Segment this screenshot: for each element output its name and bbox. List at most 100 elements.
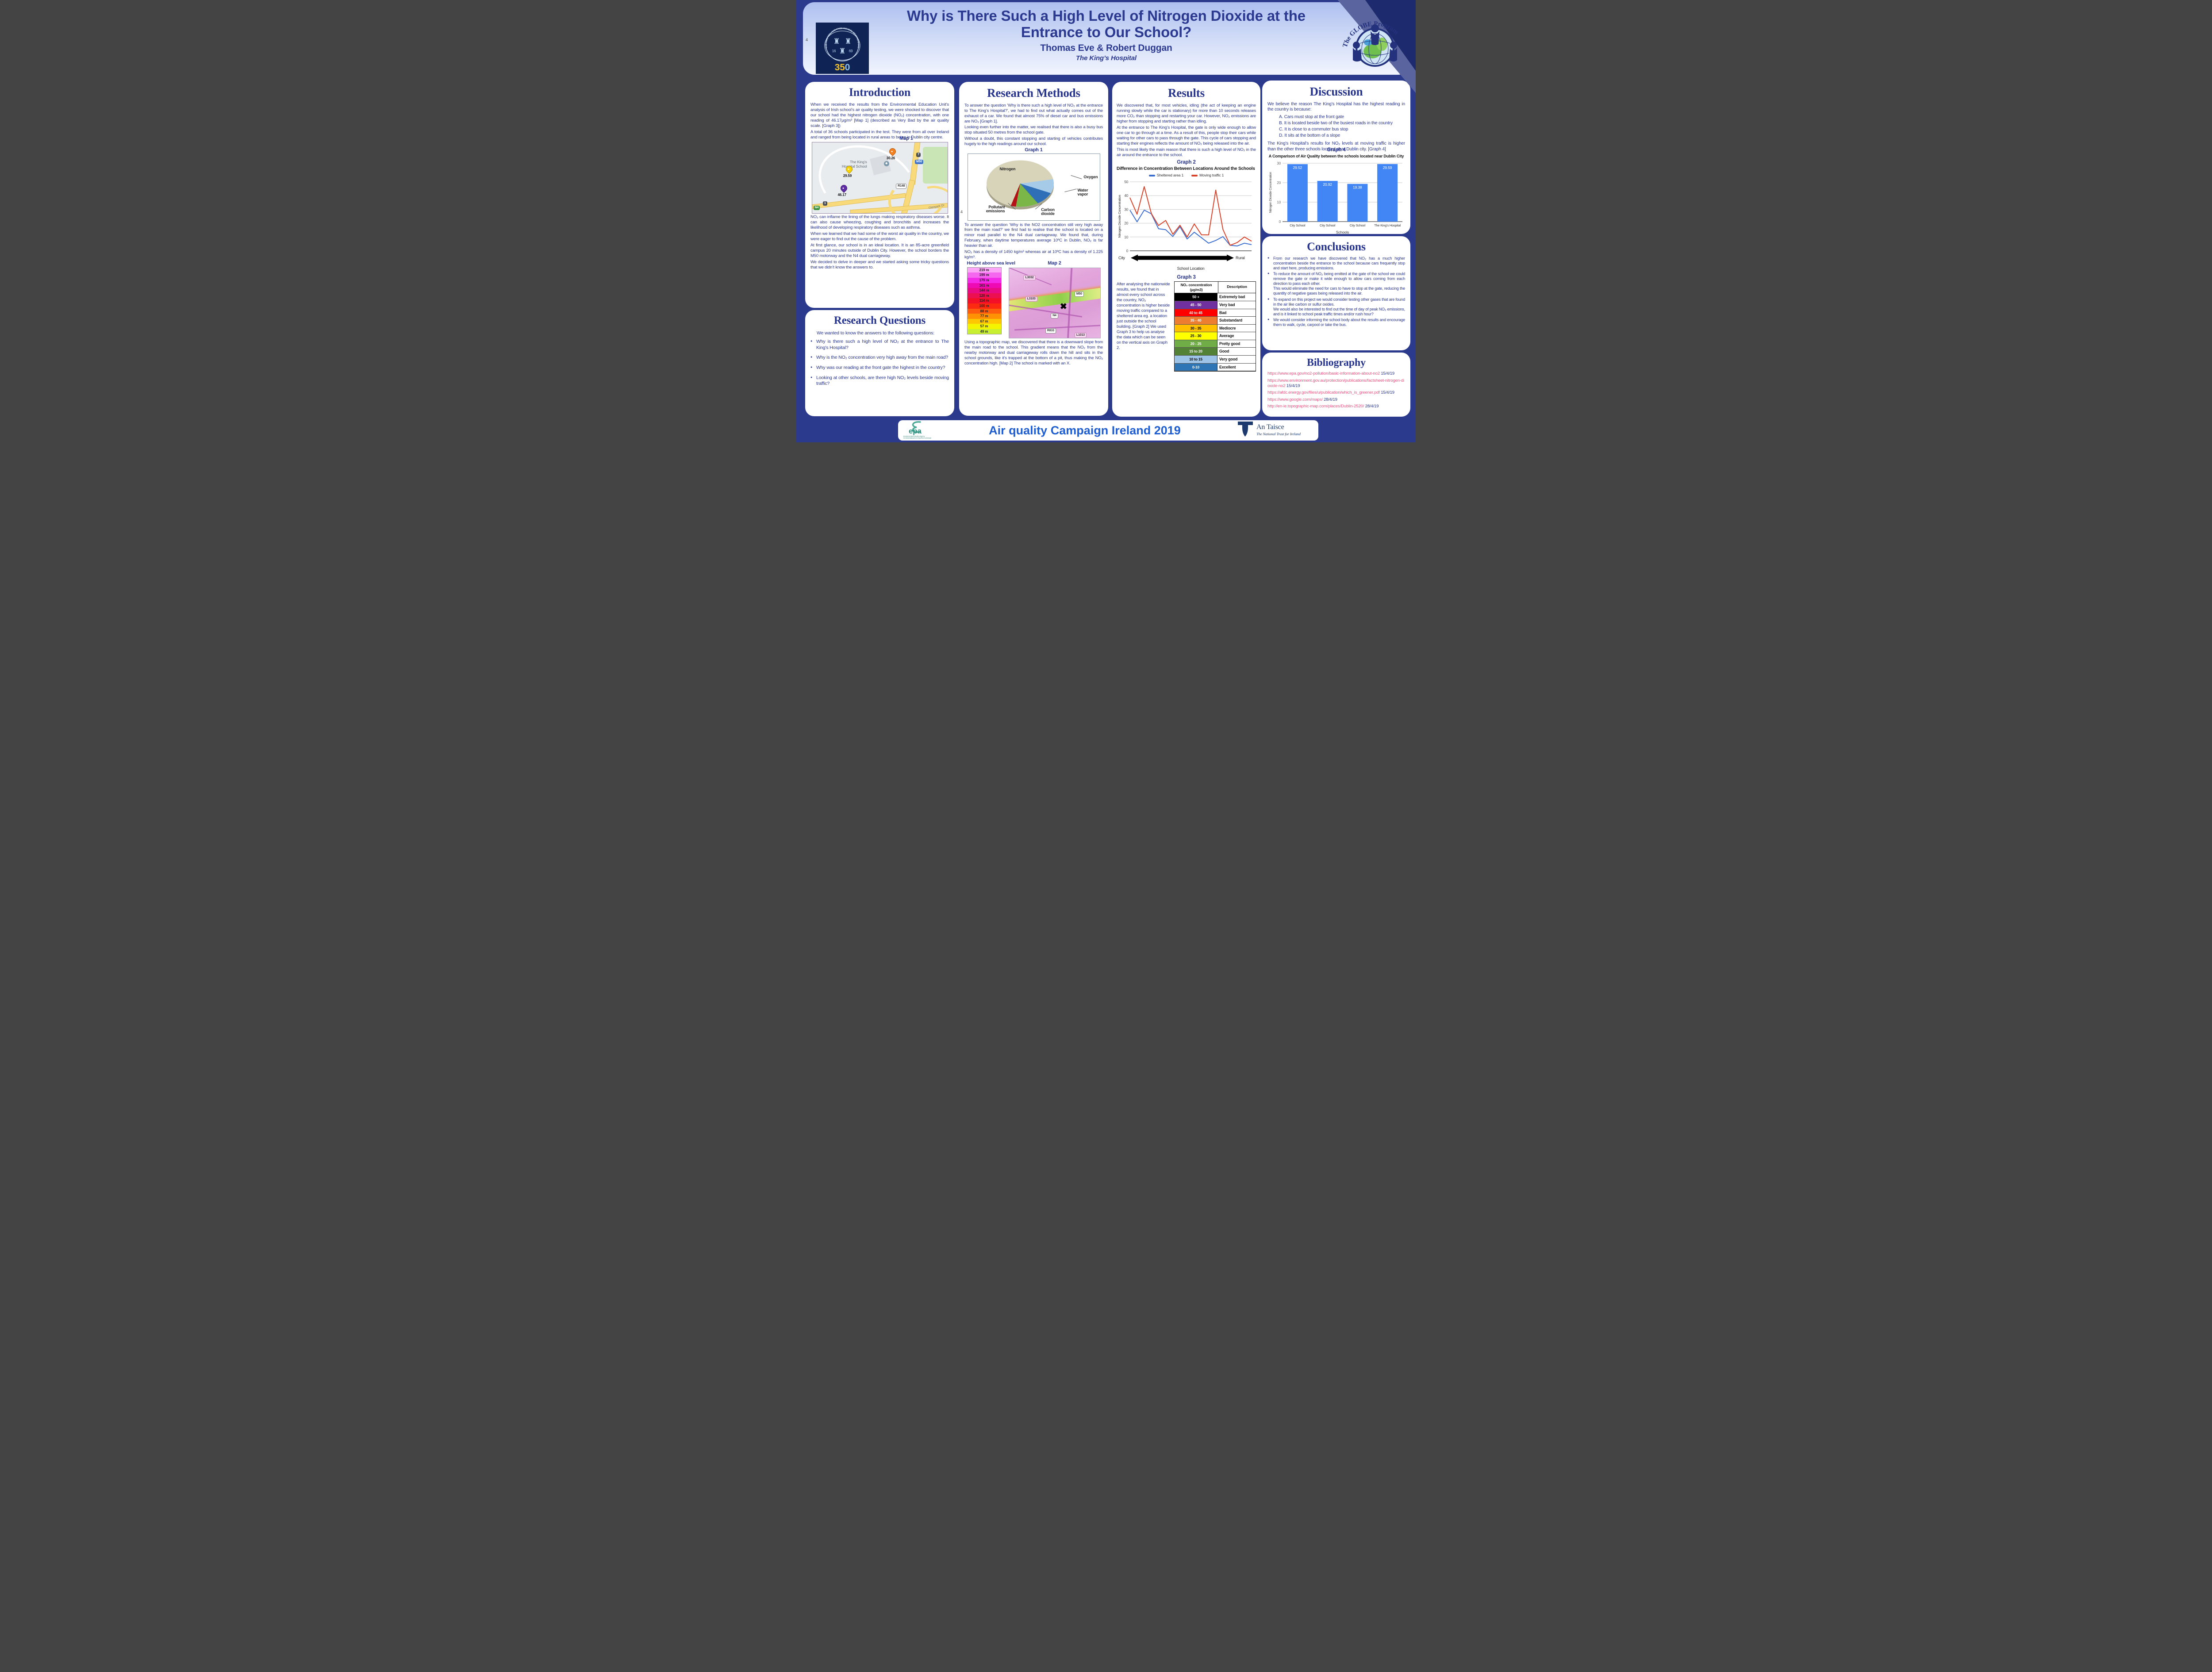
bibliography-link[interactable]: https://www.google.com/maps/ — [1267, 397, 1323, 402]
graph3-air-quality-scale-table: NO₂ concentration (µg/m3) Description 50… — [1174, 281, 1256, 372]
graph4-caption: Graph 4 — [1327, 147, 1346, 153]
map2-road-label: L3032 — [1023, 275, 1036, 281]
svg-text:Schools: Schools — [1336, 230, 1349, 234]
school-x-marker: ✖ — [1060, 302, 1067, 312]
graph2-line-chart: 0 10 20 30 40 50 City Rural School Location Nitro… — [1118, 180, 1252, 271]
graph1-pie-chart: Nitrogen Oxygen Water vapor Carbon dioxi… — [967, 153, 1100, 221]
svg-text:350: 350 — [835, 62, 850, 73]
map2-road — [1014, 324, 1100, 331]
leader-line — [1064, 188, 1077, 192]
discussion-panel: Discussion We believe the reason The Kin… — [1262, 81, 1410, 234]
road-label-chip: R148 — [896, 184, 907, 189]
svg-text:40: 40 — [1124, 194, 1128, 198]
header: Why is There Such a High Level of Nitrog… — [803, 2, 1409, 75]
svg-text:City School: City School — [1290, 223, 1306, 227]
introduction-p1: When we received the results from the En… — [810, 102, 949, 128]
epa-caption-1: Environmental Protection Agency — [903, 435, 925, 437]
footer-banner: epa Environmental Protection Agency An G… — [898, 420, 1318, 441]
research-methods-p3: Without a doubt, this constant stopping … — [964, 136, 1103, 146]
discussion-reason-item: B. It is located beside two of the busie… — [1279, 120, 1393, 126]
svg-text:29.59: 29.59 — [1383, 165, 1392, 170]
introduction-heading: Introduction — [849, 86, 911, 99]
results-p1: We discovered that, for most vehicles, i… — [1117, 103, 1256, 124]
results-p4: After analysing the nationwide results, … — [1117, 281, 1170, 350]
research-question-item: Looking at other schools, are there high… — [810, 375, 949, 387]
svg-text:30: 30 — [1124, 207, 1128, 211]
graph3-table-row: 20 - 25 Pretty good — [1175, 340, 1256, 348]
graph3-table-row: 50 + Extremely bad — [1175, 293, 1256, 301]
research-question-item: Why is there such a high level of NO₂ at… — [810, 339, 949, 351]
map2-road-label: R833 — [1045, 328, 1056, 334]
map2-road — [1067, 268, 1073, 338]
results-p2: At the entrance to The King’s Hospital, … — [1117, 125, 1256, 146]
research-questions-intro: We wanted to know the answers to the fol… — [817, 330, 935, 336]
research-methods-p1: To answer the question ‘Why is there suc… — [964, 103, 1103, 123]
height-legend-cell: 67 m — [967, 318, 1001, 324]
research-question-item: Why is the NO₂ concentration very high a… — [810, 355, 949, 361]
map-pin-value: 46.17 — [837, 192, 846, 197]
graph3-range-cell: 25 - 30 — [1175, 332, 1217, 340]
bibliography-link[interactable]: https://afdc.energy.gov/files/u/publicat… — [1267, 390, 1380, 395]
svg-text:20.92: 20.92 — [1323, 182, 1332, 187]
bibliography-list: https://www.epa.gov/no2-pollution/basic-… — [1267, 371, 1405, 409]
graph3-caption: Graph 3 — [1177, 274, 1196, 280]
leader-line — [1070, 175, 1082, 179]
graph3-description-cell: Average — [1219, 334, 1234, 338]
bibliography-access-date: 28/4/19 — [1365, 403, 1379, 409]
bibliography-link[interactable]: http://en-ie.topographic-map.com/places/… — [1267, 403, 1364, 409]
crest-350-a: 35 — [835, 62, 845, 73]
an-taisce-logo: An Taisce The National Trust for Ireland — [1235, 420, 1314, 441]
bibliography-entry: https://www.environment.gov.au/protectio… — [1267, 378, 1405, 389]
research-questions-panel: Research Questions We wanted to know the… — [805, 310, 954, 416]
svg-text:30: 30 — [1277, 161, 1281, 165]
graph3-description-cell: Good — [1219, 349, 1229, 354]
graph3-range-cell: 40 to 45 — [1175, 309, 1217, 317]
stray-page-number: 4 — [806, 38, 808, 42]
road-label-chip: 1 — [822, 201, 827, 206]
poster-school: The King’s Hospital — [1076, 54, 1137, 62]
research-methods-heading: Research Methods — [987, 86, 1080, 100]
pie-label-pollutant-emissions: Pollutant emissions — [986, 204, 1005, 214]
bibliography-link[interactable]: https://www.epa.gov/no2-pollution/basic-… — [1267, 371, 1380, 376]
crest-year-right: 69 — [849, 49, 853, 53]
height-above-sea-level-legend: 219 m 199 m 179 m 161 m 144 m 128 m 114 m 100 m… — [967, 267, 1002, 335]
graph3-table-row: 45 - 50 Very bad — [1175, 301, 1256, 309]
bibliography-link[interactable]: https://www.environment.gov.au/protectio… — [1267, 378, 1404, 388]
svg-text:50: 50 — [1124, 180, 1128, 184]
introduction-p4: When we learned that we had some of the … — [810, 231, 949, 242]
map-pin-value: 30.26 — [886, 156, 895, 160]
bibliography-access-date: 15/4/19 — [1381, 371, 1394, 376]
svg-text:20: 20 — [1124, 221, 1128, 225]
discussion-p1: We believe the reason The King’s Hospita… — [1267, 101, 1405, 112]
introduction-p3: NO₂ can inflame the lining of the lungs … — [810, 215, 949, 230]
introduction-panel: Introduction When we received the result… — [805, 82, 954, 308]
school-crest-logo: THE HOSPITAL AND FREE SCHOOL OF KING CHA… — [815, 21, 869, 76]
conclusions-panel: Conclusions From our research we have di… — [1262, 236, 1410, 350]
bibliography-entry: https://www.google.com/maps/ 28/4/19 — [1267, 397, 1405, 403]
conclusion-item: From our research we have discovered tha… — [1267, 256, 1405, 271]
height-legend-cell: 49 m — [967, 329, 1001, 334]
svg-text:0: 0 — [1126, 249, 1129, 253]
svg-text:0: 0 — [1279, 220, 1281, 224]
bibliography-access-date: 28/4/19 — [1324, 397, 1337, 402]
graph3-description-cell: Very bad — [1219, 302, 1235, 307]
results-p3: This is most likely the main reason that… — [1117, 146, 1256, 157]
height-legend-cell: 219 m — [967, 267, 1001, 273]
discussion-reasons-list: A. Cars must stop at the front gate B. It… — [1279, 115, 1405, 138]
discussion-heading: Discussion — [1310, 85, 1363, 98]
legend-swatch-red — [1191, 174, 1198, 176]
an-taisce-tagline: The National Trust for Ireland — [1256, 432, 1301, 436]
map2-road-label: M50 — [1074, 291, 1084, 297]
map2-road-label: N4 — [1051, 313, 1058, 318]
stray-page-number: 4 — [960, 210, 963, 214]
epa-caption-2: An Ghníomhaireacht um Chaomhnú Comhshaoi… — [903, 437, 931, 439]
height-legend-cell: 100 m — [967, 303, 1001, 309]
map1-google-map: The King’s Hospital School ◆ Glenpark Dr… — [811, 142, 948, 214]
graph3-table-row: 30 - 35 Mediocre — [1175, 324, 1256, 333]
research-questions-heading: Research Questions — [833, 314, 926, 326]
height-legend-cell: 128 m — [967, 293, 1001, 299]
park-area — [923, 146, 948, 184]
graph3-description-cell: Mediocre — [1219, 326, 1236, 330]
graph3-col1-header: NO₂ concentration (µg/m3) — [1175, 282, 1218, 293]
poster-authors: Thomas Eve & Robert Duggan — [1040, 42, 1172, 53]
